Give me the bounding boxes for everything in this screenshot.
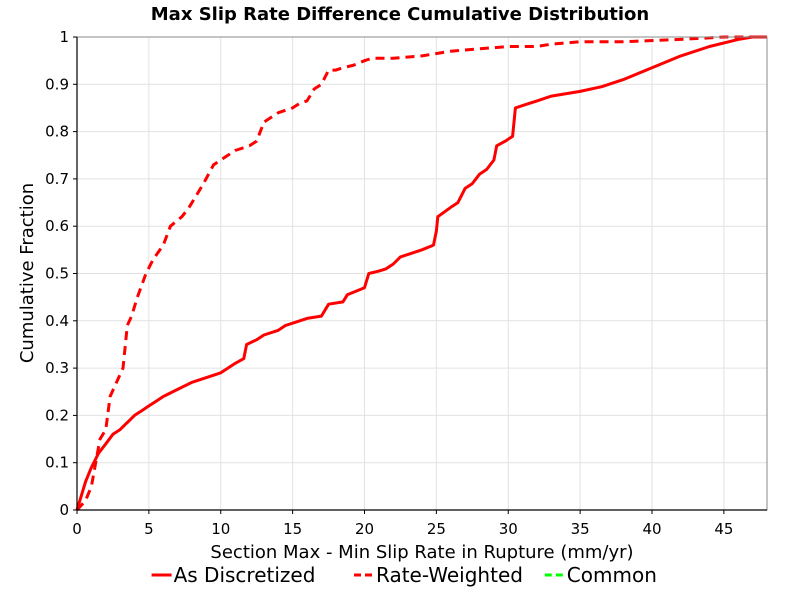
x-tick-label: 35	[571, 520, 590, 538]
y-tick-label: 0.1	[45, 454, 69, 472]
series-line-as-discretized	[75, 35, 767, 511]
y-axis-ticks: 0 0.1 0.2 0.3 0.4 0.5 0.6 0.7 0.8 0.9 1	[45, 28, 77, 519]
x-tick-label: 5	[144, 520, 154, 538]
x-axis-label: Section Max - Min Slip Rate in Rupture (…	[210, 542, 633, 563]
series-line-rate-weighted	[75, 35, 767, 512]
y-tick-label: 0.2	[45, 406, 69, 424]
x-tick-label: 30	[499, 520, 518, 538]
y-tick-label: 0.4	[45, 312, 69, 330]
chart-title: Max Slip Rate Difference Cumulative Dist…	[151, 4, 649, 25]
x-tick-label: 10	[211, 520, 230, 538]
y-tick-label: 0	[59, 501, 69, 519]
x-axis-ticks: 0 5 10 15 20 25 30 35 40 45	[72, 510, 733, 538]
series-lines	[75, 35, 767, 512]
y-tick-label: 1	[59, 28, 69, 46]
grid	[76, 36, 767, 511]
x-tick-label: 20	[355, 520, 374, 538]
y-tick-label: 0.8	[45, 123, 69, 141]
y-tick-label: 0.9	[45, 75, 69, 93]
legend-label-common: Common	[567, 563, 657, 587]
y-axis-label: Cumulative Fraction	[17, 183, 38, 363]
y-tick-label: 0.5	[45, 265, 69, 283]
x-tick-label: 45	[714, 520, 733, 538]
y-tick-label: 0.7	[45, 170, 69, 188]
legend-label-rate-weighted: Rate-Weighted	[376, 563, 523, 587]
y-tick-label: 0.6	[45, 217, 69, 235]
x-tick-label: 0	[72, 520, 82, 538]
x-tick-label: 25	[427, 520, 446, 538]
x-tick-label: 40	[642, 520, 661, 538]
x-tick-label: 15	[283, 520, 302, 538]
legend: As Discretized Rate-Weighted Common	[151, 563, 657, 587]
y-tick-label: 0.3	[45, 359, 69, 377]
legend-label-as-discretized: As Discretized	[174, 563, 316, 587]
